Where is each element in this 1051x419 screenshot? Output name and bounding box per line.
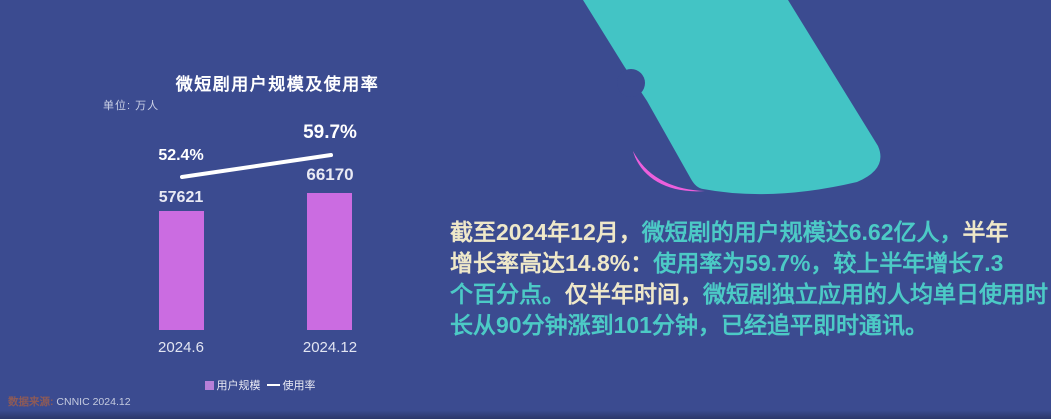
rate-label-2024-6: 52.4% [158, 147, 204, 164]
data-source-value: CNNIC 2024.12 [56, 396, 131, 408]
legend-line-icon [266, 383, 280, 387]
data-source: 数据来源: CNNIC 2024.12 [8, 394, 131, 409]
summary-segment: 半年 [962, 219, 1009, 245]
legend-item-rate: 使用率 [266, 377, 316, 393]
summary-segment: 增长率高达14.8%： [450, 250, 654, 276]
bar-2024-12 [307, 193, 352, 330]
summary-segment: 截至2024年12月， [450, 219, 642, 245]
bar-value-2024-6: 57621 [158, 189, 204, 206]
summary-line: 截至2024年12月，微短剧的用户规模达6.62亿人，半年 [450, 217, 1040, 248]
chart-title: 微短剧用户规模及使用率 [175, 75, 380, 94]
legend-square-icon [204, 380, 214, 390]
summary-segment: 微短剧的用户规模达6.62亿人， [641, 219, 963, 245]
summary-line: 个百分点。仅半年时间，微短剧独立应用的人均单日使用时 [450, 279, 1048, 310]
rate-label-2024-12: 59.7% [303, 122, 357, 143]
summary-line: 增长率高达14.8%：使用率为59.7%，较上半年增长7.3 [450, 248, 1040, 279]
summary-segment: 仅半年时间， [565, 281, 703, 307]
phone-notch [617, 69, 645, 97]
summary-segment: 微短剧独立应用的人均单日使用时 [703, 281, 1048, 307]
legend-label-users: 用户规模 [216, 380, 261, 392]
summary-segment: 个百分点。 [450, 281, 565, 307]
bar-2024-6 [159, 211, 204, 330]
legend-item-users: 用户规模 [204, 377, 261, 393]
x-axis-label-2024-6: 2024.6 [158, 339, 204, 356]
summary-segment: 使用率为59.7%，较上半年增长7.3 [653, 250, 1004, 276]
x-axis-label-2024-12: 2024.12 [302, 339, 358, 356]
magenta-accent-shape [633, 151, 705, 192]
phone-shape-teal [583, 0, 881, 195]
legend-label-rate: 使用率 [282, 380, 316, 392]
chart-unit-label: 单位: 万人 [103, 100, 160, 112]
bar-value-2024-12: 66170 [306, 165, 354, 184]
data-source-label: 数据来源: [8, 396, 54, 408]
chart-legend: 用户规模 使用率 [150, 377, 370, 393]
summary-text: 截至2024年12月，微短剧的用户规模达6.62亿人，半年 增长率高达14.8%：… [450, 217, 1048, 341]
summary-segment: 长从90分钟涨到101分钟，已经追平即时通讯。 [450, 312, 928, 338]
summary-line: 长从90分钟涨到101分钟，已经追平即时通讯。 [450, 310, 1040, 341]
bottom-vignette [0, 410, 1051, 419]
